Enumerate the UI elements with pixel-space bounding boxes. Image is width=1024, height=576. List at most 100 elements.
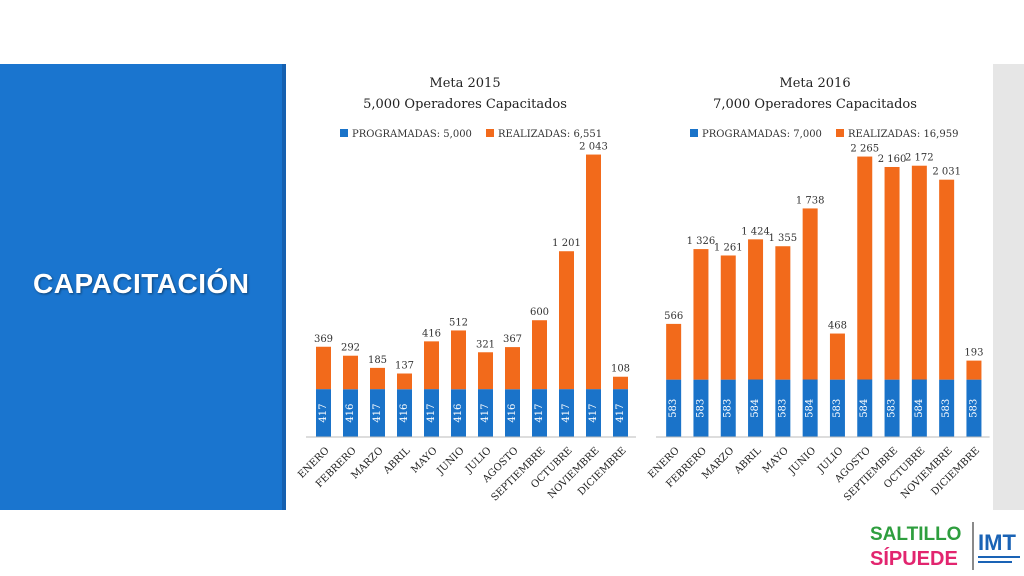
bar-realizadas [775, 246, 791, 380]
bar-realizadas [316, 346, 331, 390]
bar-programadas [316, 389, 331, 437]
bar-realizadas [748, 239, 764, 380]
legend-label-realizadas: REALIZADAS: 6,551 [498, 129, 602, 140]
bar-realizadas [693, 249, 709, 380]
data-label-realizadas: 1 424 [741, 226, 770, 237]
data-label-realizadas: 367 [503, 334, 522, 345]
bar-programadas [966, 379, 982, 437]
right-margin-strip [993, 64, 1024, 510]
bar-programadas [451, 389, 466, 437]
legend-label-realizadas: REALIZADAS: 16,959 [848, 129, 958, 140]
bar-programadas [720, 379, 736, 437]
bar-programadas [829, 379, 845, 437]
data-label-programadas: 583 [941, 399, 952, 418]
bar-realizadas [911, 165, 927, 380]
bar-programadas [748, 379, 764, 437]
bar-realizadas [559, 251, 574, 390]
data-label-programadas: 584 [750, 399, 761, 418]
bar-programadas [343, 389, 358, 437]
data-label-realizadas: 1 261 [714, 242, 743, 253]
data-label-programadas: 583 [887, 399, 898, 418]
bar-programadas [775, 379, 791, 437]
data-label-programadas: 416 [399, 404, 410, 423]
legend-swatch-realizadas [836, 129, 844, 137]
bar-realizadas [586, 154, 601, 390]
data-label-programadas: 417 [480, 404, 491, 423]
bar-realizadas [370, 367, 385, 390]
bar-programadas [532, 389, 547, 437]
bar-realizadas [666, 323, 682, 380]
section-title: CAPACITACIÓN [33, 268, 250, 299]
legend-label-programadas: PROGRAMADAS: 5,000 [352, 129, 472, 140]
data-label-programadas: 417 [318, 404, 329, 423]
data-label-programadas: 583 [695, 399, 706, 418]
bar-realizadas [884, 166, 900, 380]
bar-programadas [586, 389, 601, 437]
data-label-realizadas: 321 [476, 339, 495, 350]
data-label-realizadas: 185 [368, 355, 387, 366]
chart-subtitle: 7,000 Operadores Capacitados [713, 97, 917, 112]
data-label-programadas: 583 [723, 399, 734, 418]
bar-programadas [505, 389, 520, 437]
data-label-realizadas: 292 [341, 343, 360, 354]
data-label-realizadas: 2 031 [932, 167, 961, 178]
data-label-programadas: 417 [372, 404, 383, 423]
bar-realizadas [424, 341, 439, 390]
logo-org: IMT [978, 530, 1016, 555]
data-label-realizadas: 416 [422, 328, 441, 339]
data-label-programadas: 584 [805, 399, 816, 418]
data-label-programadas: 416 [453, 404, 464, 423]
chart-title: Meta 2015 [429, 76, 500, 91]
bar-programadas [559, 389, 574, 437]
legend-swatch-programadas [690, 129, 698, 137]
bar-programadas [613, 389, 628, 437]
data-label-realizadas: 369 [314, 334, 333, 345]
data-label-realizadas: 566 [664, 311, 683, 322]
data-label-programadas: 584 [914, 399, 925, 418]
bar-realizadas [966, 360, 982, 380]
data-label-realizadas: 108 [611, 364, 630, 375]
data-label-programadas: 416 [345, 404, 356, 423]
data-label-programadas: 417 [534, 404, 545, 423]
bar-programadas [424, 389, 439, 437]
chart-meta-2015: Meta 2015 5,000 Operadores Capacitados PRO… [296, 76, 636, 503]
bar-realizadas [802, 208, 818, 380]
bar-realizadas [505, 347, 520, 390]
chart-meta-2016: Meta 2016 7,000 Operadores Capacitados PRO… [646, 76, 990, 503]
bar-programadas [478, 389, 493, 437]
data-label-realizadas: 512 [449, 317, 468, 328]
data-label-realizadas: 600 [530, 307, 549, 318]
category-tick-label: JUNIO [786, 445, 818, 477]
chart-title: Meta 2016 [779, 76, 850, 91]
data-label-programadas: 583 [668, 399, 679, 418]
bar-programadas [884, 379, 900, 437]
data-label-realizadas: 2 265 [850, 144, 879, 155]
data-label-programadas: 583 [968, 399, 979, 418]
data-label-realizadas: 2 172 [905, 153, 934, 164]
bar-programadas [939, 379, 955, 437]
data-label-realizadas: 1 326 [687, 236, 716, 247]
bar-programadas [397, 389, 412, 437]
bar-realizadas [720, 255, 736, 380]
data-label-programadas: 417 [426, 404, 437, 423]
bar-realizadas [397, 373, 412, 390]
data-label-programadas: 417 [615, 404, 626, 423]
data-label-programadas: 416 [507, 404, 518, 423]
bar-programadas [693, 379, 709, 437]
data-label-realizadas: 2 043 [579, 142, 608, 153]
data-label-programadas: 417 [588, 404, 599, 423]
section-panel [0, 64, 286, 510]
data-label-realizadas: 1 201 [552, 238, 581, 249]
bar-programadas [857, 379, 873, 437]
saltillo-imt-logo: SALTILLO SÍPUEDE IMT [870, 522, 1020, 570]
logo-line1: SALTILLO [870, 524, 961, 545]
bar-programadas [802, 379, 818, 437]
category-tick-label: ABRIL [381, 445, 413, 477]
bar-programadas [911, 379, 927, 437]
bar-realizadas [343, 355, 358, 390]
bar-realizadas [451, 330, 466, 390]
data-label-programadas: 584 [859, 399, 870, 418]
bar-realizadas [939, 179, 955, 380]
data-label-realizadas: 1 355 [769, 233, 798, 244]
bar-realizadas [478, 352, 493, 390]
